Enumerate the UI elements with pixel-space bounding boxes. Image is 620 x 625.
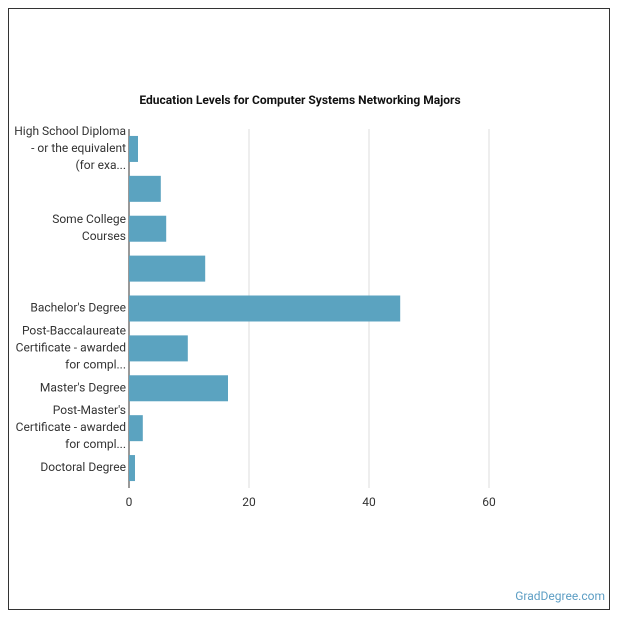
- x-tick-label: 40: [362, 495, 376, 509]
- bar: [129, 415, 143, 442]
- y-tick-label: Doctoral Degree: [40, 460, 126, 474]
- y-tick-label: Some College Courses: [52, 212, 126, 243]
- y-tick-label: Post-Baccalaureate Certificate - awarded f…: [16, 324, 126, 372]
- bar: [129, 175, 161, 202]
- y-tick-label: Bachelor's Degree: [30, 301, 126, 315]
- source: GradDegree.com: [515, 589, 605, 603]
- bar: [129, 295, 401, 322]
- y-tick-label: Post-Master's Certificate - awarded for co…: [16, 403, 126, 451]
- bar: [129, 335, 188, 362]
- bar: [129, 375, 228, 402]
- x-tick-label: 20: [242, 495, 256, 509]
- y-tick-label: High School Diploma - or the equivalent (f…: [14, 124, 126, 172]
- bar: [129, 455, 135, 482]
- x-tick-label: 60: [482, 495, 496, 509]
- x-tick-label: 0: [126, 495, 133, 509]
- y-tick-label: Master's Degree: [40, 380, 126, 394]
- bar: [129, 215, 167, 242]
- bar: [129, 135, 138, 162]
- chart-title: Education Levels for Computer Systems Ne…: [139, 93, 460, 107]
- bar: [129, 255, 206, 282]
